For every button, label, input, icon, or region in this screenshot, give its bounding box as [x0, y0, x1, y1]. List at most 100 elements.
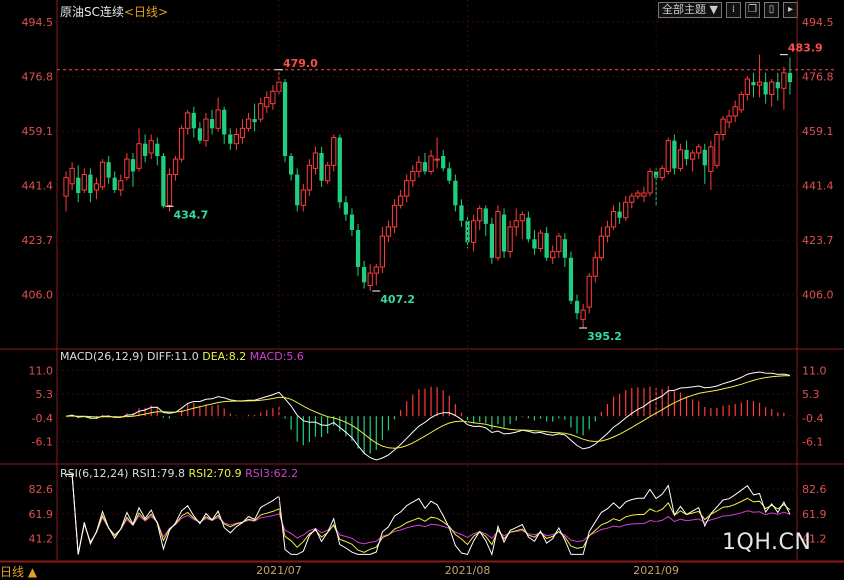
price-tick-right: 423.7 [802, 234, 834, 247]
candle-body-up [732, 106, 738, 117]
candle-body-up [708, 146, 714, 172]
macd-tick-left: 5.3 [36, 388, 54, 401]
restore-icon[interactable]: ❐ [744, 2, 760, 18]
candle-body-down [209, 119, 215, 129]
candle-body-up [635, 192, 641, 197]
candle-body-up [598, 235, 605, 259]
candle-body-up [410, 170, 416, 182]
macd-tick-right: 5.3 [802, 388, 820, 401]
candle-body-down [295, 174, 300, 206]
view-select[interactable]: 全部主题 ▼ [658, 2, 722, 18]
candle-body-down [422, 162, 428, 172]
price-tick-right: 441.4 [802, 180, 834, 193]
candle-body-up [580, 309, 586, 320]
candle-body-up [592, 257, 598, 277]
x-tick-label: 2021/07 [256, 564, 302, 577]
price-tick-right: 476.8 [802, 71, 834, 84]
extreme-label: 434.7 [173, 208, 208, 221]
candle-body-up [367, 272, 373, 286]
candle-body-up [148, 140, 154, 154]
candle-body-down [568, 257, 574, 301]
candle-body-down [76, 177, 81, 194]
candle-body-down [349, 214, 355, 231]
candle-body-up [239, 127, 246, 139]
candle-body-up [185, 112, 191, 129]
extreme-label: 395.2 [587, 330, 622, 343]
candle-body-up [428, 155, 434, 172]
candle-body-down [532, 239, 537, 249]
price-tick-right: 459.1 [802, 125, 834, 138]
period-label[interactable]: <日线> [124, 5, 169, 19]
candle-body-up [647, 170, 653, 194]
rsi-tick-right: 41.2 [802, 533, 827, 546]
rsi-tick-left: 82.6 [29, 483, 54, 496]
candle-body-down [453, 180, 458, 206]
price-tick-left: 441.4 [22, 180, 54, 193]
candle-body-up [63, 177, 69, 197]
candle-body-up [513, 220, 519, 228]
candle-body-down [775, 82, 780, 89]
candle-body-down [441, 156, 446, 169]
candle-body-up [69, 167, 75, 185]
rsi-tick-right: 82.6 [802, 483, 827, 496]
candle-body-up [404, 180, 410, 197]
candle-body-up [416, 161, 422, 172]
candle-body-up [659, 167, 665, 179]
price-tick-right: 406.0 [802, 289, 834, 302]
macd-value: MACD:5.6 [249, 350, 304, 363]
candle-body-up [726, 115, 732, 123]
candle-body-down [544, 233, 549, 258]
candle-body-up [689, 152, 696, 160]
rsi-tick-right: 61.9 [802, 508, 827, 521]
candle-body-down [562, 239, 568, 258]
rsi2-value: RSI2:70.9 [188, 467, 242, 480]
candle-body-up [507, 226, 513, 253]
macd-panel: 11.0 11.0 5.3 5.3 -0.4 -0.4 -6.1 -6.1 [29, 364, 827, 461]
candle-body-down [447, 168, 452, 181]
candle-body-down [112, 177, 117, 190]
candle-body-down [142, 143, 148, 157]
candle-body-up [215, 109, 221, 129]
candle-body-up [738, 93, 744, 111]
candle-body-down [617, 211, 622, 218]
candle-body-up [781, 72, 787, 89]
candle-body-up [397, 195, 404, 206]
candle-body-up [245, 118, 252, 129]
macd-legend: MACD(26,12,9) DIFF:11.0 DEA:8.2 MACD:5.6 [60, 350, 304, 363]
grid-icon[interactable]: ⁞ [725, 2, 741, 18]
instrument-title: 原油SC连续 [60, 5, 124, 19]
candle-body-down [343, 202, 349, 215]
panel-frames [0, 0, 844, 563]
macd-tick-left: 11.0 [29, 364, 54, 377]
candle-body-up [537, 232, 544, 249]
candle-body-down [361, 266, 367, 283]
candle-body-down [88, 174, 93, 194]
candle-body-down [319, 152, 324, 181]
period-footer[interactable]: 日线 ▲ [0, 563, 37, 580]
extreme-label: 483.9 [788, 42, 823, 55]
rsi3-value: RSI3:62.2 [245, 467, 299, 480]
candle-body-up [550, 251, 556, 259]
candle-body-down [355, 230, 361, 267]
candle-body-up [696, 146, 702, 154]
candle-body-down [197, 128, 203, 141]
candle-body-up [118, 180, 124, 191]
rsi-params: RSI(6,12,24) [60, 467, 129, 480]
dea-line [65, 375, 791, 449]
candle-body-up [172, 158, 179, 176]
candle-body-up [270, 90, 276, 105]
candle-body-up [744, 78, 751, 95]
chevron-down-icon: ▼ [709, 3, 718, 16]
candle-body-up [604, 226, 611, 237]
candle-body-down [161, 156, 166, 207]
candle-body-up [769, 81, 775, 95]
rsi2-line [66, 473, 791, 555]
price-tick-left: 476.8 [22, 71, 54, 84]
candle-body-down [653, 171, 659, 178]
window-icon[interactable]: ▯ [763, 2, 779, 18]
candle-body-down [155, 143, 160, 157]
footer-period-label: 日线 ▲ [0, 565, 38, 579]
candle-body-up [331, 137, 337, 166]
